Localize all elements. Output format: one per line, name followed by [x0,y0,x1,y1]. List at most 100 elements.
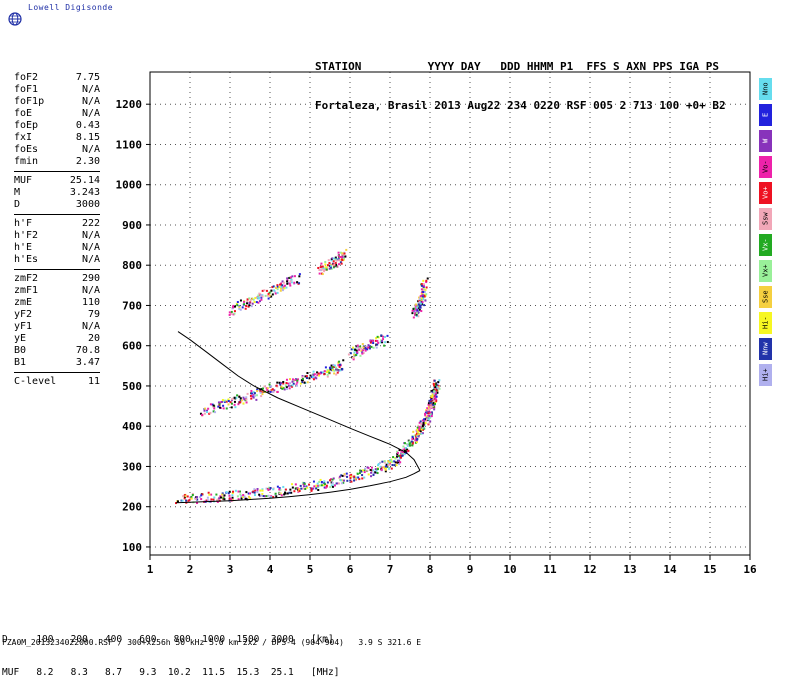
echo-point [391,464,394,467]
echo-point [377,336,380,339]
echo-point [276,390,279,393]
echo-point [231,492,234,495]
echo-point [253,494,256,497]
echo-point [341,253,344,256]
echo-point [301,481,304,484]
echo-point [196,502,199,505]
echo-point [212,405,215,408]
echo-point [306,372,309,375]
echo-point [358,478,361,481]
echo-point [424,288,427,291]
echo-point [422,285,425,288]
echo-point [361,343,364,346]
echo-point [326,481,329,484]
echo-point [421,427,424,430]
echo-point [242,494,245,497]
echo-point [261,295,264,298]
echo-point [410,440,413,443]
echo-point [399,457,402,460]
echo-point [293,281,296,284]
echo-point [283,284,286,287]
echo-point [238,307,241,310]
echo-points [175,248,441,505]
echo-point [410,443,413,446]
echo-point [375,469,378,472]
echo-point [347,353,350,356]
echo-point [290,281,293,284]
echo-point [417,305,420,308]
echo-point [232,397,235,400]
echo-point [265,495,268,498]
echo-point [422,426,425,429]
echo-point [258,300,261,303]
muf-distance-row: D 100 200 400 600 800 1000 1500 3000 [km… [2,634,334,645]
echo-point [283,388,286,391]
echo-point [383,461,386,464]
echo-point [238,490,241,493]
echo-point [427,407,430,410]
echo-point [337,254,340,257]
echo-point [261,390,264,393]
echo-point [187,499,190,502]
echo-point [319,266,322,269]
param-value: 11 [87,376,100,387]
echo-point [282,286,285,289]
echo-point [375,346,378,349]
echo-point [265,289,268,292]
echo-point [349,477,352,480]
echo-point [338,259,341,262]
echo-point [429,401,432,404]
x-tick-label: 15 [703,563,716,576]
echo-point [352,475,355,478]
echo-point [344,255,347,258]
echo-point [212,498,215,501]
echo-point [376,472,379,475]
echo-point [182,495,185,498]
echo-point [286,277,289,280]
echo-point [356,351,359,354]
echo-point [408,440,411,443]
echo-point [243,495,246,498]
echo-point [425,419,428,422]
echo-point [318,484,321,487]
echo-point [321,265,324,268]
echo-point [300,487,303,490]
echo-point [308,483,311,486]
echo-point [200,494,203,497]
echo-point [418,296,421,299]
echo-point [353,353,356,356]
echo-point [263,495,266,498]
param-value: N/A [81,230,100,241]
echo-point [248,304,251,307]
echo-point [228,490,231,493]
echo-point [291,384,294,387]
echo-point [420,291,423,294]
echo-point [374,339,377,342]
echo-point [337,251,340,254]
echo-point [315,486,318,489]
echo-point [427,403,430,406]
echo-point [268,294,271,297]
echo-point [429,416,432,419]
echo-point [432,382,435,385]
echo-point [383,467,386,470]
param-separator [14,269,100,270]
echo-point [324,267,327,270]
echo-point [435,400,438,403]
echo-point [256,489,259,492]
echo-point [323,373,326,376]
echo-point [369,468,372,471]
echo-point [286,282,289,285]
echo-point [222,407,225,410]
echo-point [390,467,393,470]
echo-point [425,281,428,284]
echo-point [430,411,433,414]
echo-point [281,284,284,287]
echo-point [223,400,226,403]
echo-point [380,468,383,471]
echo-point [416,431,419,434]
echo-point [288,387,291,390]
echo-point [245,491,248,494]
legend-item-vx: Vx- [759,234,772,256]
echo-point [423,293,426,296]
